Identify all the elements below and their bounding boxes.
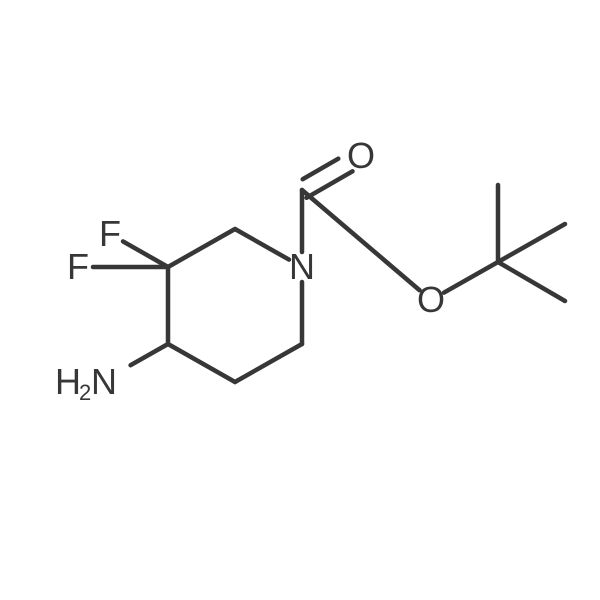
bond <box>498 224 565 262</box>
bond <box>131 344 168 365</box>
svg-text:H: H <box>55 361 81 402</box>
bond <box>168 344 235 382</box>
bond <box>444 262 498 293</box>
bond <box>123 241 168 267</box>
atom-f: F <box>99 213 121 254</box>
bond <box>303 159 339 180</box>
svg-text:2: 2 <box>79 380 91 405</box>
svg-text:N: N <box>91 361 117 402</box>
atom-n: N <box>289 246 315 287</box>
atom-f: F <box>67 246 89 287</box>
atom-o: O <box>417 279 445 320</box>
molecule-diagram: NOOFFH2N <box>0 0 600 600</box>
bond <box>168 229 235 267</box>
bond <box>235 229 289 260</box>
bond <box>498 262 565 301</box>
bond <box>302 190 420 290</box>
amine-label: H2N <box>55 361 117 405</box>
bond <box>235 344 302 382</box>
atom-o: O <box>347 135 375 176</box>
